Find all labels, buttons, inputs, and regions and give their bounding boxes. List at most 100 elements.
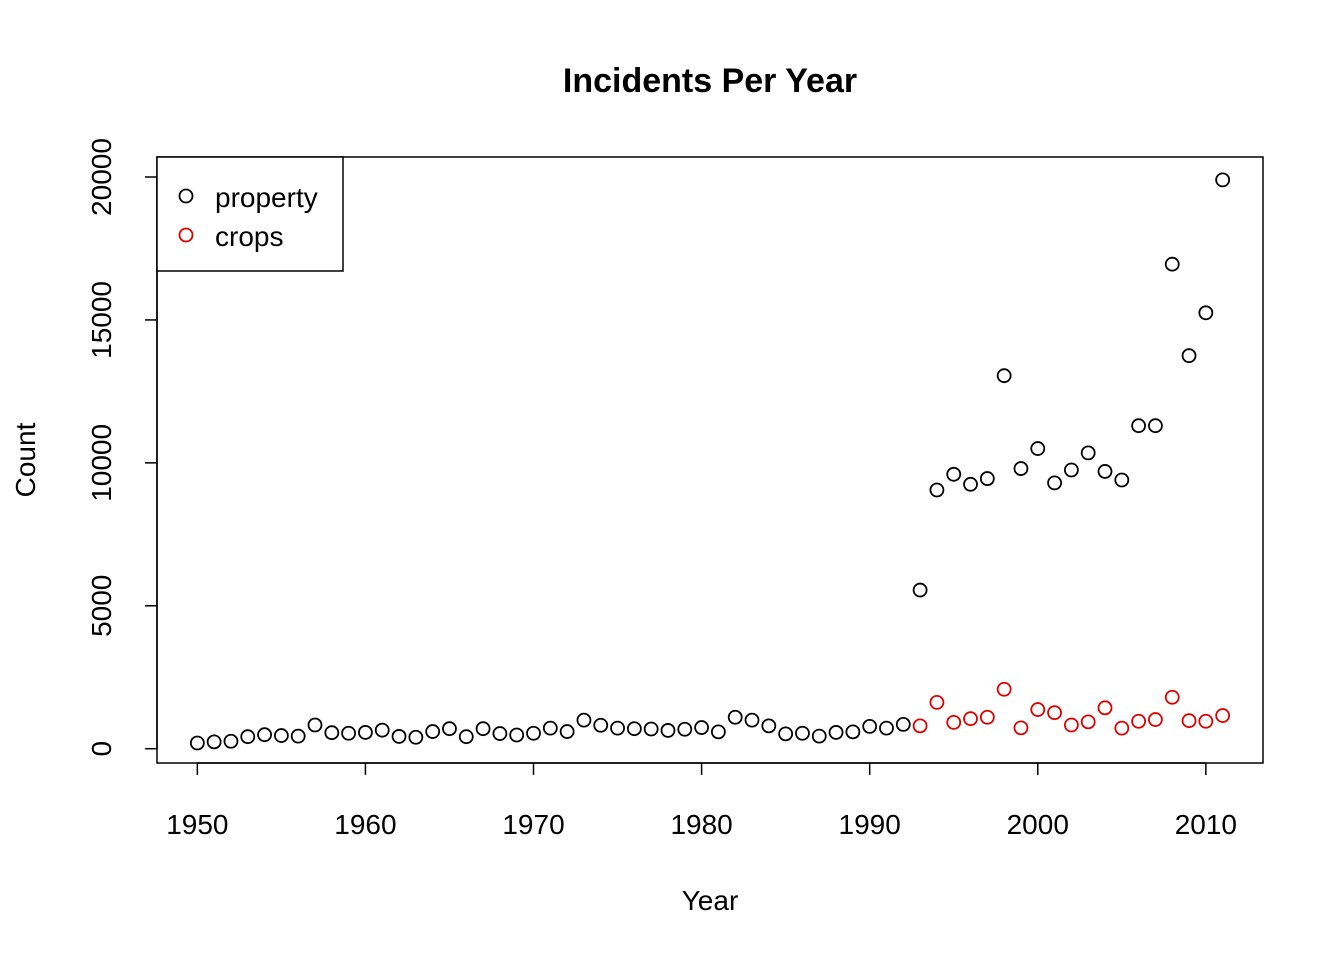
point-crops bbox=[1080, 714, 1096, 730]
x-axis: 1950 1960 1970 1980 1990 2000 2010 bbox=[166, 762, 1237, 840]
point-property bbox=[1013, 461, 1029, 476]
point-property bbox=[895, 717, 911, 732]
point-property bbox=[845, 724, 861, 740]
point-property bbox=[1114, 472, 1130, 488]
point-crops bbox=[1097, 700, 1113, 716]
point-property bbox=[761, 718, 777, 734]
point-property bbox=[223, 733, 239, 749]
point-property bbox=[778, 726, 794, 742]
legend-marker-crops bbox=[178, 227, 194, 243]
point-property bbox=[979, 471, 995, 486]
legend-box bbox=[156, 156, 344, 272]
point-crops bbox=[1181, 713, 1197, 729]
point-crops bbox=[929, 695, 945, 710]
point-property bbox=[593, 717, 609, 733]
x-tick-label: 1980 bbox=[670, 809, 732, 840]
point-property bbox=[1181, 348, 1197, 364]
point-property bbox=[273, 728, 289, 743]
point-property bbox=[929, 482, 945, 498]
point-property bbox=[1080, 445, 1096, 461]
point-property bbox=[1047, 475, 1062, 491]
point-property bbox=[442, 721, 457, 737]
point-property bbox=[257, 727, 272, 743]
point-property bbox=[795, 725, 810, 741]
point-property bbox=[660, 723, 676, 738]
point-crops bbox=[1164, 689, 1180, 705]
point-property bbox=[341, 725, 357, 741]
x-tick-label: 2010 bbox=[1175, 809, 1237, 840]
y-tick-label: 10000 bbox=[86, 424, 117, 502]
legend: property crops bbox=[156, 156, 344, 272]
data-points bbox=[189, 172, 1231, 751]
point-crops bbox=[1114, 720, 1130, 736]
point-property bbox=[727, 709, 743, 725]
x-tick-label: 1950 bbox=[166, 809, 228, 840]
point-property bbox=[475, 721, 491, 737]
chart-title: Incidents Per Year bbox=[563, 62, 857, 100]
legend-marker-property bbox=[178, 188, 194, 204]
point-property bbox=[189, 735, 205, 751]
point-property bbox=[240, 729, 256, 745]
point-property bbox=[542, 720, 558, 736]
point-crops bbox=[1047, 705, 1062, 721]
point-crops bbox=[1013, 720, 1029, 736]
point-property bbox=[862, 719, 878, 734]
y-tick-label: 5000 bbox=[86, 575, 117, 637]
x-tick-label: 1960 bbox=[334, 809, 396, 840]
point-property bbox=[358, 725, 373, 740]
point-property bbox=[324, 725, 340, 741]
point-crops bbox=[1215, 708, 1231, 723]
legend-label-property: property bbox=[215, 182, 318, 213]
point-property bbox=[391, 729, 407, 744]
point-crops bbox=[1148, 712, 1163, 727]
point-property bbox=[1198, 305, 1214, 321]
x-tick-label: 1970 bbox=[502, 809, 564, 840]
point-crops bbox=[963, 711, 978, 727]
point-crops bbox=[912, 718, 928, 734]
point-property bbox=[1030, 441, 1046, 456]
point-crops bbox=[1131, 713, 1147, 729]
y-axis: 0 5000 10000 15000 20000 bbox=[86, 138, 158, 757]
point-property bbox=[307, 717, 323, 733]
point-property bbox=[946, 466, 962, 482]
point-crops bbox=[946, 715, 962, 730]
point-crops bbox=[979, 709, 995, 725]
point-property bbox=[711, 724, 726, 740]
point-property bbox=[963, 476, 978, 492]
point-property bbox=[643, 721, 659, 737]
x-tick-label: 1990 bbox=[839, 809, 901, 840]
point-property bbox=[425, 724, 441, 739]
point-property bbox=[206, 734, 222, 750]
y-tick-label: 15000 bbox=[86, 281, 117, 359]
point-property bbox=[408, 729, 424, 745]
point-property bbox=[559, 724, 575, 739]
point-crops bbox=[1030, 702, 1046, 717]
x-axis-label: Year bbox=[682, 885, 739, 916]
point-property bbox=[1148, 418, 1163, 434]
point-property bbox=[1164, 256, 1180, 272]
point-property bbox=[811, 728, 827, 744]
point-property bbox=[912, 582, 928, 598]
point-property bbox=[526, 725, 541, 741]
point-property bbox=[879, 720, 894, 736]
point-property bbox=[694, 720, 709, 735]
point-property bbox=[610, 720, 625, 736]
point-property bbox=[1097, 464, 1113, 479]
x-tick-label: 2000 bbox=[1007, 809, 1069, 840]
legend-label-crops: crops bbox=[215, 221, 283, 252]
point-property bbox=[677, 721, 693, 737]
point-property bbox=[576, 712, 592, 728]
point-crops bbox=[1198, 713, 1214, 729]
point-property bbox=[1063, 462, 1079, 478]
point-property bbox=[458, 729, 474, 745]
point-property bbox=[828, 725, 844, 740]
y-axis-label: Count bbox=[10, 422, 41, 497]
point-crops bbox=[996, 681, 1012, 697]
point-property bbox=[290, 728, 306, 744]
y-tick-label: 0 bbox=[86, 741, 117, 757]
point-property bbox=[1215, 172, 1231, 188]
point-property bbox=[626, 721, 642, 737]
point-crops bbox=[1063, 717, 1079, 733]
point-property bbox=[492, 726, 508, 741]
